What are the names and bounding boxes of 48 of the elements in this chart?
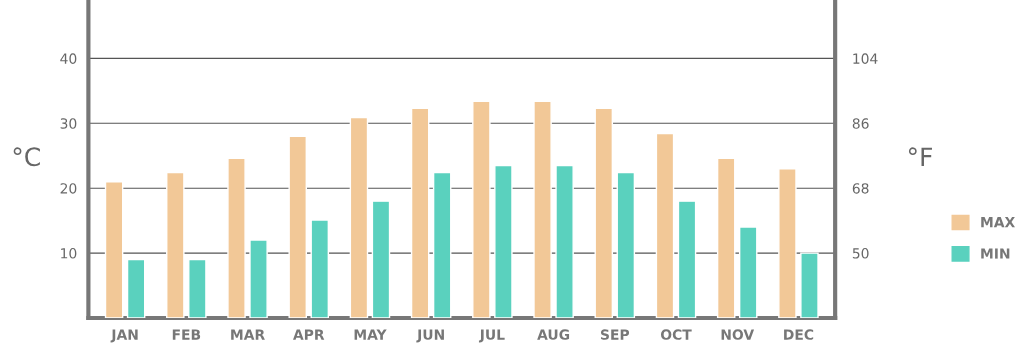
bar	[410, 107, 430, 318]
bar	[166, 171, 185, 318]
bar	[249, 239, 268, 318]
bar	[533, 100, 552, 318]
bar	[778, 168, 797, 318]
x-tick-label: OCT	[660, 329, 692, 340]
y-tick-label: 40	[60, 53, 77, 64]
x-tick-label: MAY	[354, 329, 387, 340]
y-tick-label: 10	[61, 248, 77, 259]
x-tick-label: NOV	[721, 329, 755, 340]
y2-axis-title: °F	[908, 147, 932, 166]
x-tick-label: AUG	[537, 329, 570, 340]
x-tick-label: JUL	[478, 329, 505, 343]
y-tick-label: 30	[60, 118, 77, 129]
x-tick-label: MAR	[231, 329, 265, 340]
bar	[371, 200, 391, 318]
bar	[594, 107, 614, 318]
bar	[716, 157, 736, 318]
y2-tick-label: 50	[852, 248, 869, 259]
y-axis-title: °C	[13, 147, 40, 167]
bar	[677, 200, 697, 318]
bar	[494, 164, 513, 318]
legend-label: MAX	[981, 217, 1015, 228]
x-tick-label: JUN	[416, 329, 444, 343]
bar	[616, 171, 636, 318]
x-tick-label: DEC	[784, 329, 814, 340]
bar	[288, 135, 307, 318]
y2-tick-label: 104	[853, 53, 878, 64]
x-tick-label: SEP	[600, 329, 630, 340]
bar	[310, 219, 330, 318]
bar	[800, 252, 819, 318]
bar	[227, 157, 246, 318]
legend-label: MIN	[981, 248, 1010, 259]
bar	[188, 258, 207, 318]
x-tick-label: APR	[293, 329, 325, 340]
x-tick-label: FEB	[172, 329, 201, 340]
bar	[472, 100, 491, 318]
bar	[126, 258, 146, 318]
y2-tick-label: 68	[852, 183, 869, 194]
y-tick-label: 20	[60, 183, 77, 194]
bar	[555, 164, 574, 318]
y2-tick-label: 86	[852, 118, 869, 129]
bar	[349, 116, 369, 318]
bar	[104, 180, 124, 318]
bar	[738, 226, 758, 318]
bar	[432, 171, 452, 318]
x-tick-label: JAN	[110, 329, 138, 343]
bar	[655, 132, 675, 318]
